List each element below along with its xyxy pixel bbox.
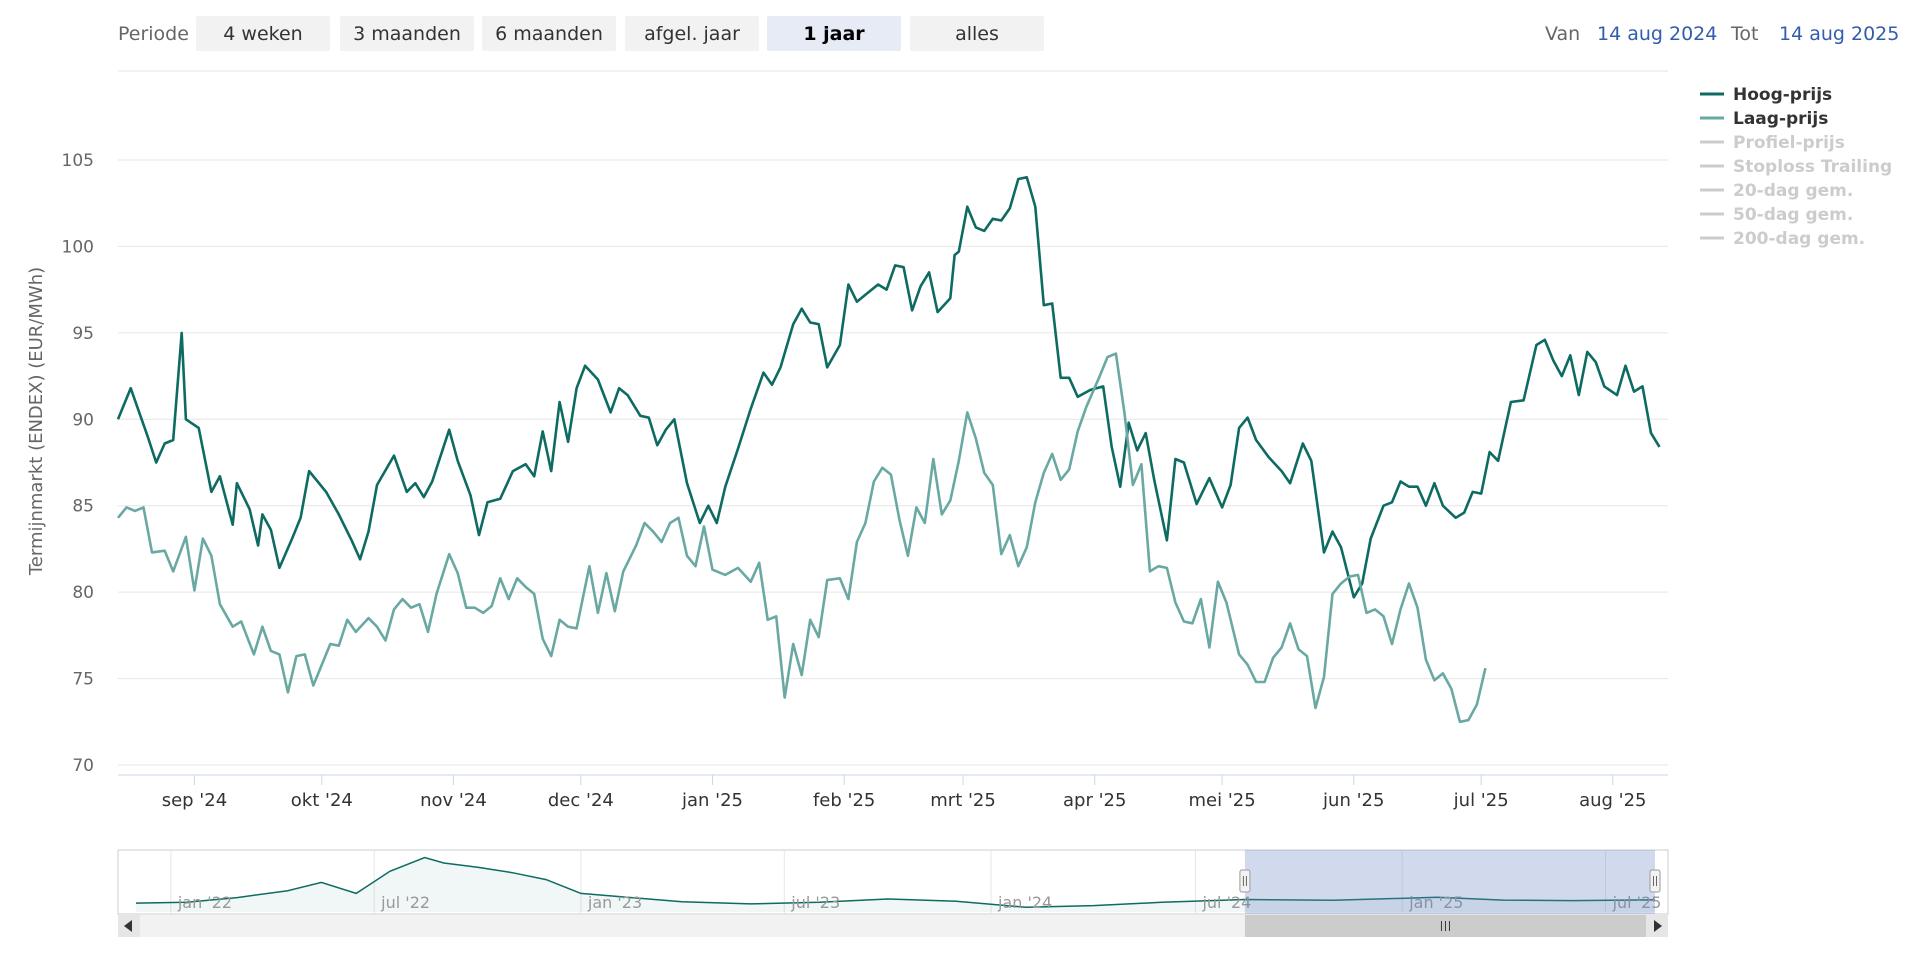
from-date-input[interactable]: 14 aug 2024 [1597, 23, 1717, 45]
x-tick-label: mei '25 [1189, 790, 1256, 811]
y-tick-label: 95 [72, 324, 94, 344]
legend-label[interactable]: Stoploss Trailing [1733, 157, 1892, 177]
x-tick-label: dec '24 [548, 790, 614, 811]
period-button-2[interactable]: 3 maanden [340, 16, 474, 51]
to-date-input[interactable]: 14 aug 2025 [1779, 23, 1899, 45]
legend-label[interactable]: Profiel-prijs [1733, 133, 1845, 153]
y-tick-label: 90 [72, 410, 94, 430]
y-tick-label: 100 [62, 237, 94, 257]
date-range: Van 14 aug 2024 Tot 14 aug 2025 [1545, 23, 1899, 45]
period-button-1[interactable]: 4 weken [196, 16, 330, 51]
y-axis-label: Termijnmarkt (ENDEX) (EUR/MWh) [26, 267, 47, 576]
period-button-bg[interactable] [340, 16, 474, 51]
legend-label[interactable]: 200-dag gem. [1733, 229, 1865, 249]
period-button-4[interactable]: afgel. jaar [625, 16, 759, 51]
x-tick-label: aug '25 [1579, 790, 1646, 811]
series-line-laag-prijs [116, 352, 1487, 724]
navigator-scrollbar[interactable] [118, 915, 1668, 937]
period-button-label[interactable]: 6 maanden [495, 23, 603, 45]
period-label: Periode [118, 23, 189, 45]
legend-item[interactable]: Stoploss Trailing [1700, 157, 1892, 177]
navigator-line [135, 856, 1656, 908]
legend: Hoog-prijs Laag-prijs Profiel-prijs Stoplos… [1700, 85, 1892, 249]
legend-item[interactable]: Laag-prijs [1700, 109, 1828, 129]
y-tick-label: 105 [62, 151, 94, 171]
navigator-handle-right[interactable] [1649, 869, 1661, 893]
x-tick-label: apr '25 [1063, 790, 1126, 811]
legend-item[interactable]: 20-dag gem. [1700, 181, 1853, 201]
y-tick-label: 75 [72, 670, 94, 690]
y-axis: 70 75 80 85 90 95 100 105 [62, 151, 94, 776]
legend-item[interactable]: 200-dag gem. [1700, 229, 1865, 249]
navigator-label: jul '23 [790, 893, 840, 912]
navigator-label: jul '24 [1201, 893, 1251, 912]
period-button-label[interactable]: alles [955, 23, 999, 45]
period-button-label[interactable]: afgel. jaar [644, 23, 740, 45]
x-tick-label: feb '25 [813, 790, 875, 811]
legend-label[interactable]: Laag-prijs [1733, 109, 1828, 129]
legend-label[interactable]: 20-dag gem. [1733, 181, 1853, 201]
x-tick-label: okt '24 [291, 790, 353, 811]
y-tick-label: 80 [72, 583, 94, 603]
navigator-label: jan '25 [1408, 893, 1463, 912]
legend-item[interactable]: Hoog-prijs [1700, 85, 1832, 105]
x-tick-label: jul '25 [1453, 790, 1509, 811]
period-button-5[interactable]: 1 jaar [767, 16, 901, 51]
arrow-right-icon [1654, 920, 1662, 932]
navigator-label: jan '24 [997, 893, 1052, 912]
period-button-3[interactable]: 6 maanden [482, 16, 616, 51]
navigator-label: jan '22 [177, 893, 232, 912]
period-button-label[interactable]: 3 maanden [353, 23, 461, 45]
series-line-hoog-prijs [116, 176, 1661, 599]
x-axis: sep '24 okt '24 nov '24 dec '24 jan '25 feb '… [162, 775, 1647, 811]
x-tick-label: jun '25 [1322, 790, 1384, 811]
period-button-label[interactable]: 4 weken [223, 23, 302, 45]
x-tick-label: sep '24 [162, 790, 227, 811]
handle-grip[interactable] [1649, 869, 1661, 893]
period-button-bg[interactable] [910, 16, 1044, 51]
series-lines [116, 176, 1661, 724]
period-button-bg[interactable] [482, 16, 616, 51]
navigator[interactable]: jan '22 jul '22 jan '23 jul '23 jan '24 jul '… [117, 849, 1669, 937]
grid [118, 70, 1668, 776]
from-label: Van [1545, 23, 1580, 45]
legend-item[interactable]: Profiel-prijs [1700, 133, 1845, 153]
legend-label[interactable]: 50-dag gem. [1733, 205, 1853, 225]
legend-item[interactable]: 50-dag gem. [1700, 205, 1853, 225]
period-button-bg[interactable] [767, 16, 901, 51]
period-button-label[interactable]: 1 jaar [803, 23, 865, 45]
period-buttons: 4 weken 3 maanden 6 maanden afgel. jaar 1 ja… [196, 16, 1044, 51]
navigator-frame [117, 849, 1669, 915]
navigator-label: jul '25 [1612, 893, 1662, 912]
to-label: Tot [1730, 23, 1758, 45]
period-button-bg[interactable] [196, 16, 330, 51]
navigator-label: jul '22 [380, 893, 430, 912]
legend-label[interactable]: Hoog-prijs [1733, 85, 1832, 105]
navigator-handle-left[interactable] [1239, 869, 1251, 893]
period-button-bg[interactable] [625, 16, 759, 51]
handle-grip[interactable] [1239, 869, 1251, 893]
y-tick-label: 85 [72, 497, 94, 517]
x-tick-label: mrt '25 [930, 790, 996, 811]
navigator-area [136, 857, 1655, 912]
navigator-selection[interactable] [1244, 850, 1655, 914]
y-tick-label: 70 [72, 756, 94, 776]
arrow-left-icon [124, 920, 132, 932]
x-tick-label: jan '25 [681, 790, 743, 811]
x-tick-label: nov '24 [420, 790, 487, 811]
navigator-label: jan '23 [587, 893, 642, 912]
period-button-6[interactable]: alles [910, 16, 1044, 51]
